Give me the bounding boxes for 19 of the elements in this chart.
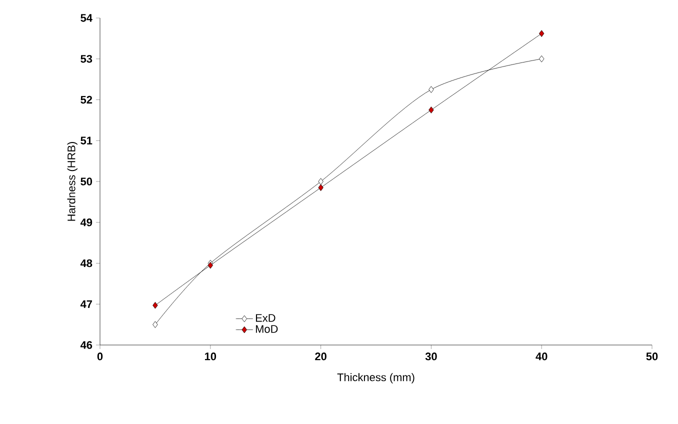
x-tick-label: 20 — [315, 352, 326, 360]
x-tick-label: 30 — [425, 352, 437, 360]
y-tick-label: 53 — [80, 55, 92, 63]
x-tick-label: 50 — [646, 352, 658, 360]
y-tick-label: 46 — [80, 341, 92, 349]
y-tick-label: 54 — [80, 14, 92, 22]
x-axis-title: Thickness (mm) — [337, 373, 414, 384]
legend-label: MoD — [256, 325, 278, 333]
legend-label: ExD — [256, 314, 276, 322]
y-tick-label: 48 — [80, 259, 92, 268]
y-tick-label: 51 — [80, 136, 92, 144]
y-tick-label: 52 — [80, 96, 92, 104]
y-tick-label: 50 — [80, 178, 92, 186]
y-axis-title: Hardness (HRB) — [67, 142, 78, 221]
y-tick-label: 49 — [80, 218, 92, 226]
x-tick-label: 10 — [204, 352, 216, 360]
x-tick-label: 40 — [536, 352, 548, 360]
x-tick-label: 0 — [97, 352, 103, 360]
y-tick-label: 47 — [80, 300, 92, 308]
